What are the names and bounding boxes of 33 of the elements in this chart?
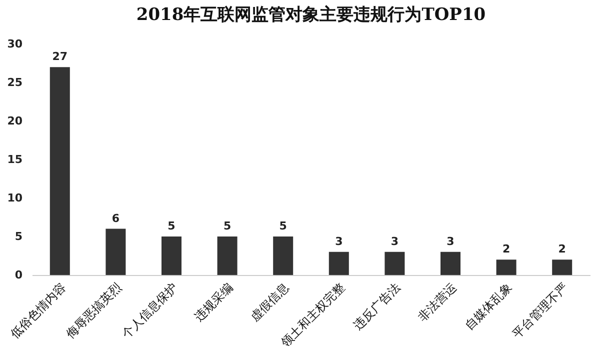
data-label: 6 [112,212,120,225]
bar [162,236,182,275]
y-tick-label: 30 [7,38,23,50]
x-tick-label: 违反广告法 [350,280,404,332]
x-tick-label: 平台管理不严 [510,280,571,341]
bar [50,67,70,275]
data-label: 5 [279,220,287,232]
y-tick-label: 15 [7,153,22,166]
bar [217,236,238,275]
chart-title: 2018年互联网监管对象主要违规行为TOP10 [136,5,486,25]
y-tick-label: 10 [7,192,23,204]
data-label: 3 [335,234,343,248]
data-label: 27 [52,50,68,64]
bar [106,228,126,275]
data-label: 2 [558,242,566,256]
y-tick-label: 0 [14,268,23,282]
bar [273,236,294,275]
data-label: 2 [502,242,510,256]
data-label: 5 [223,220,232,232]
data-label: 3 [446,234,454,248]
bar [440,252,460,275]
data-label: 3 [390,234,399,248]
data-label: 5 [168,220,176,232]
bar [552,260,572,275]
x-tick-label: 非法营运 [415,280,459,324]
bar [496,260,516,275]
y-tick-label: 25 [7,76,22,89]
bar [328,252,349,275]
x-tick-label: 虚假信息 [248,280,292,324]
x-tick-label: 违规采编 [192,280,236,324]
y-tick-label: 5 [14,230,22,243]
bar [384,252,405,275]
y-tick-label: 20 [7,114,23,128]
